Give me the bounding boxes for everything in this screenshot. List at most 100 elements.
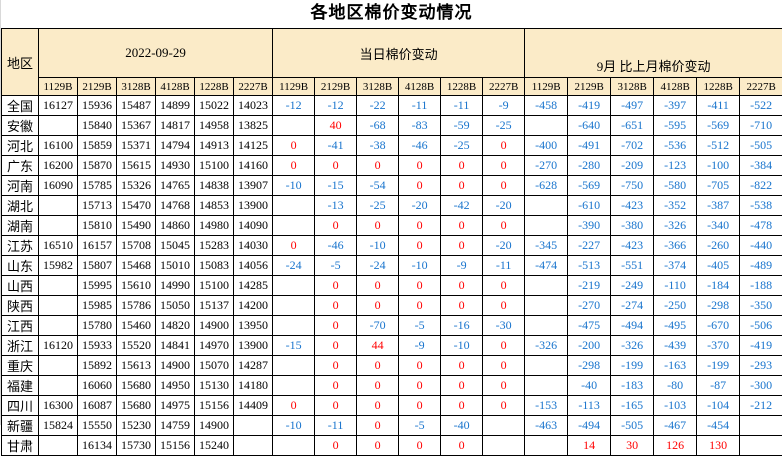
table-header: 地区 2022-09-29 当日棉价变动 9月 比上月棉价变动 1129B 212… bbox=[2, 29, 782, 96]
price-cell: 14090 bbox=[234, 216, 273, 236]
price-cell: 14990 bbox=[156, 276, 195, 296]
daily-cell: -5 bbox=[315, 256, 357, 276]
price-cell: 15933 bbox=[78, 336, 117, 356]
monthly-cell: -405 bbox=[697, 256, 740, 276]
monthly-cell: -610 bbox=[568, 196, 611, 216]
price-cell bbox=[234, 416, 273, 436]
monthly-cell: -458 bbox=[525, 96, 568, 116]
monthly-cell: -165 bbox=[611, 396, 654, 416]
region-column-header: 地区 bbox=[2, 29, 39, 96]
daily-cell bbox=[273, 436, 315, 456]
monthly-cell: -103 bbox=[654, 396, 697, 416]
monthly-cell: -569 bbox=[568, 176, 611, 196]
monthly-cell bbox=[740, 436, 782, 456]
monthly-cell: -219 bbox=[568, 276, 611, 296]
monthly-cell: -538 bbox=[740, 196, 782, 216]
monthly-cell: -419 bbox=[740, 336, 782, 356]
group-header-row: 地区 2022-09-29 当日棉价变动 9月 比上月棉价变动 bbox=[2, 29, 782, 78]
price-cell: 14913 bbox=[195, 136, 234, 156]
monthly-cell: -209 bbox=[611, 156, 654, 176]
region-cell: 全国 bbox=[2, 96, 39, 116]
daily-cell: 0 bbox=[315, 316, 357, 336]
grade-code-header: 2227B bbox=[483, 78, 525, 96]
grade-code-header: 2129B bbox=[315, 78, 357, 96]
daily-cell: -20 bbox=[399, 196, 441, 216]
grade-code-header: 4128B bbox=[156, 78, 195, 96]
daily-cell: -59 bbox=[441, 116, 483, 136]
monthly-cell: -505 bbox=[611, 416, 654, 436]
group-header-date: 2022-09-29 bbox=[39, 29, 273, 78]
monthly-cell: -595 bbox=[654, 116, 697, 136]
monthly-cell: 14 bbox=[568, 436, 611, 456]
region-cell: 福建 bbox=[2, 376, 39, 396]
daily-cell: 0 bbox=[441, 296, 483, 316]
monthly-cell: -400 bbox=[525, 136, 568, 156]
daily-cell: 0 bbox=[441, 236, 483, 256]
price-cell: 14930 bbox=[156, 156, 195, 176]
region-cell: 江苏 bbox=[2, 236, 39, 256]
price-cell bbox=[39, 436, 78, 456]
monthly-cell: -475 bbox=[568, 316, 611, 336]
daily-cell: 0 bbox=[399, 216, 441, 236]
price-cell: 15130 bbox=[195, 376, 234, 396]
daily-cell: -54 bbox=[357, 176, 399, 196]
monthly-cell: -439 bbox=[654, 336, 697, 356]
price-cell: 14023 bbox=[234, 96, 273, 116]
price-cell: 14841 bbox=[156, 336, 195, 356]
monthly-cell: -491 bbox=[568, 136, 611, 156]
grade-code-header: 1228B bbox=[195, 78, 234, 96]
daily-cell: -42 bbox=[441, 196, 483, 216]
price-cell: 15713 bbox=[78, 196, 117, 216]
daily-cell: 0 bbox=[399, 276, 441, 296]
daily-cell: -25 bbox=[483, 116, 525, 136]
daily-cell: 0 bbox=[483, 376, 525, 396]
daily-cell bbox=[273, 296, 315, 316]
price-cell: 16100 bbox=[39, 136, 78, 156]
daily-cell: 0 bbox=[273, 236, 315, 256]
monthly-cell bbox=[525, 376, 568, 396]
daily-cell: 0 bbox=[441, 356, 483, 376]
region-cell: 浙江 bbox=[2, 336, 39, 356]
grade-code-header: 1129B bbox=[39, 78, 78, 96]
daily-cell bbox=[273, 216, 315, 236]
daily-cell bbox=[483, 436, 525, 456]
monthly-cell: -326 bbox=[525, 336, 568, 356]
cotton-price-table: 地区 2022-09-29 当日棉价变动 9月 比上月棉价变动 1129B 212… bbox=[1, 28, 782, 456]
price-cell: 15045 bbox=[156, 236, 195, 256]
price-cell: 16087 bbox=[78, 396, 117, 416]
price-cell: 15240 bbox=[195, 436, 234, 456]
monthly-cell: -710 bbox=[740, 116, 782, 136]
daily-cell: 0 bbox=[315, 396, 357, 416]
price-cell bbox=[39, 216, 78, 236]
monthly-cell: -123 bbox=[654, 156, 697, 176]
daily-cell: -15 bbox=[273, 336, 315, 356]
daily-cell: 0 bbox=[357, 156, 399, 176]
monthly-cell: -494 bbox=[568, 416, 611, 436]
daily-cell: -16 bbox=[441, 316, 483, 336]
monthly-cell: -494 bbox=[611, 316, 654, 336]
monthly-cell: 126 bbox=[654, 436, 697, 456]
daily-cell: -12 bbox=[315, 96, 357, 116]
monthly-cell: -411 bbox=[697, 96, 740, 116]
daily-cell: 0 bbox=[273, 136, 315, 156]
grade-code-header: 3128B bbox=[357, 78, 399, 96]
price-cell: 15708 bbox=[117, 236, 156, 256]
daily-cell: 0 bbox=[441, 376, 483, 396]
monthly-cell: -227 bbox=[568, 236, 611, 256]
price-cell: 15615 bbox=[117, 156, 156, 176]
daily-cell: 0 bbox=[399, 356, 441, 376]
price-cell: 15468 bbox=[117, 256, 156, 276]
daily-cell: 0 bbox=[483, 156, 525, 176]
daily-cell bbox=[273, 376, 315, 396]
price-cell: 15550 bbox=[78, 416, 117, 436]
price-cell: 15487 bbox=[117, 96, 156, 116]
monthly-cell: -423 bbox=[611, 236, 654, 256]
price-cell: 15680 bbox=[117, 376, 156, 396]
monthly-cell: -397 bbox=[654, 96, 697, 116]
daily-cell: -20 bbox=[483, 196, 525, 216]
monthly-cell: -495 bbox=[654, 316, 697, 336]
price-cell: 16127 bbox=[39, 96, 78, 116]
